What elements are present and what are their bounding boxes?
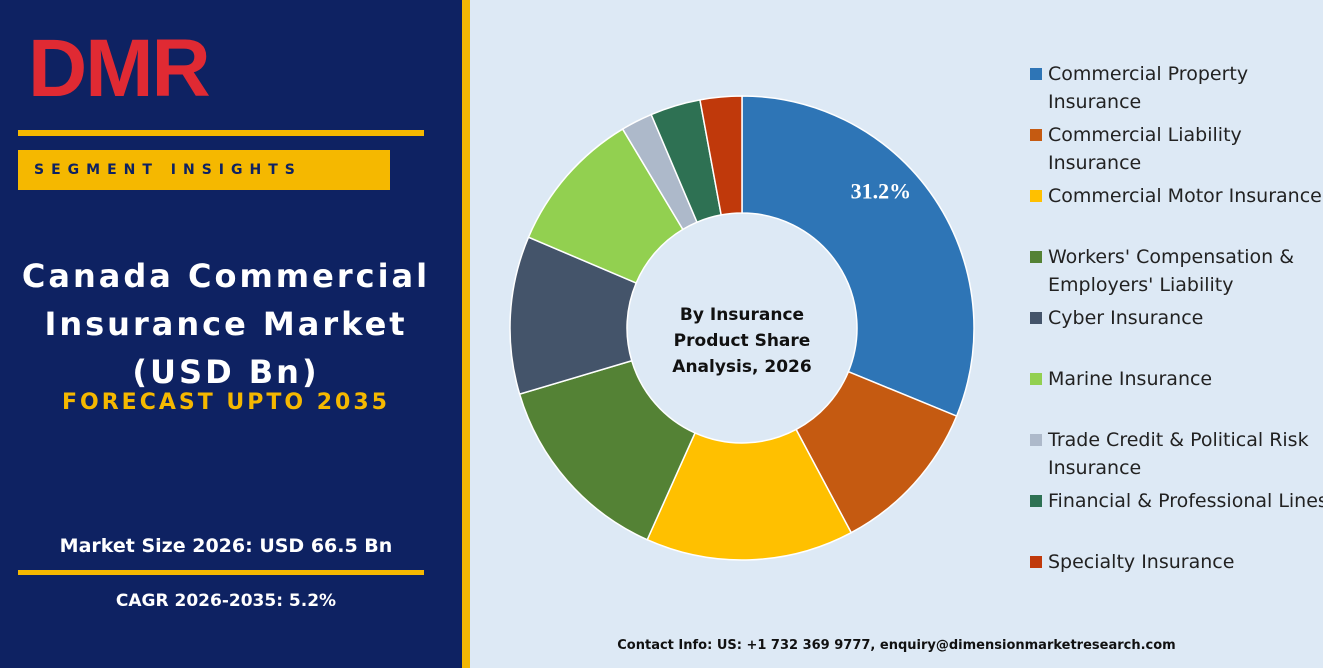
divider: [18, 130, 424, 136]
legend-entry: Commercial Property Insurance: [1030, 60, 1323, 116]
legend-entry: Commercial Motor Insurance: [1030, 182, 1323, 210]
legend-swatch: [1030, 68, 1042, 80]
legend-entry: Trade Credit & Political Risk Insurance: [1030, 426, 1323, 482]
legend-label: Cyber Insurance: [1048, 307, 1204, 329]
cagr: CAGR 2026-2035: 5.2%: [115, 591, 337, 611]
logo: DMR: [28, 23, 211, 114]
stripe: [462, 0, 470, 668]
legend-swatch: [1030, 495, 1042, 507]
legend-label: Commercial Property Insurance: [1048, 63, 1249, 113]
legend-swatch: [1030, 251, 1042, 263]
legend-label: Trade Credit & Political Risk Insurance: [1048, 429, 1309, 479]
legend-label: Workers' Compensation & Employers' Liabi…: [1048, 246, 1295, 296]
legend-entry: Commercial Liability Insurance: [1030, 121, 1323, 177]
contact: Contact Info: US: +1 732 369 9777, enqui…: [617, 638, 1176, 653]
segment-tag: SEGMENT INSIGHTS: [18, 150, 390, 190]
legend-entry: Specialty Insurance: [1030, 548, 1323, 576]
legend-entry: Marine Insurance: [1030, 365, 1323, 393]
legend-label: Specialty Insurance: [1048, 551, 1235, 573]
legend-label: Marine Insurance: [1048, 368, 1213, 390]
legend-swatch: [1030, 190, 1042, 202]
divider: [18, 570, 424, 575]
legend-swatch: [1030, 373, 1042, 385]
slice: [699, 95, 743, 216]
left-panel: [0, 0, 462, 668]
legend-entry: Financial & Professional Lines: [1030, 487, 1323, 515]
slice: [646, 428, 853, 561]
value-label: 31.2%: [851, 178, 912, 203]
forecast: FORECAST UPTO 2035: [62, 390, 390, 415]
legend-label: Commercial Liability Insurance: [1048, 124, 1242, 174]
legend-swatch: [1030, 434, 1042, 446]
market-size: Market Size 2026: USD 66.5 Bn: [59, 535, 393, 557]
legend-label: Commercial Motor Insurance: [1048, 185, 1322, 207]
chart-title: By Insurance Product Share Analysis, 202…: [672, 305, 812, 377]
legend-label: Financial & Professional Lines: [1048, 490, 1323, 512]
panel-title: Canada Commercial Insurance Market (USD …: [21, 257, 431, 391]
legend-swatch: [1030, 129, 1042, 141]
legend-entry: Workers' Compensation & Employers' Liabi…: [1030, 243, 1323, 299]
slice: [741, 95, 975, 418]
legend-entry: Cyber Insurance: [1030, 304, 1323, 332]
legend-swatch: [1030, 556, 1042, 568]
legend-swatch: [1030, 312, 1042, 324]
